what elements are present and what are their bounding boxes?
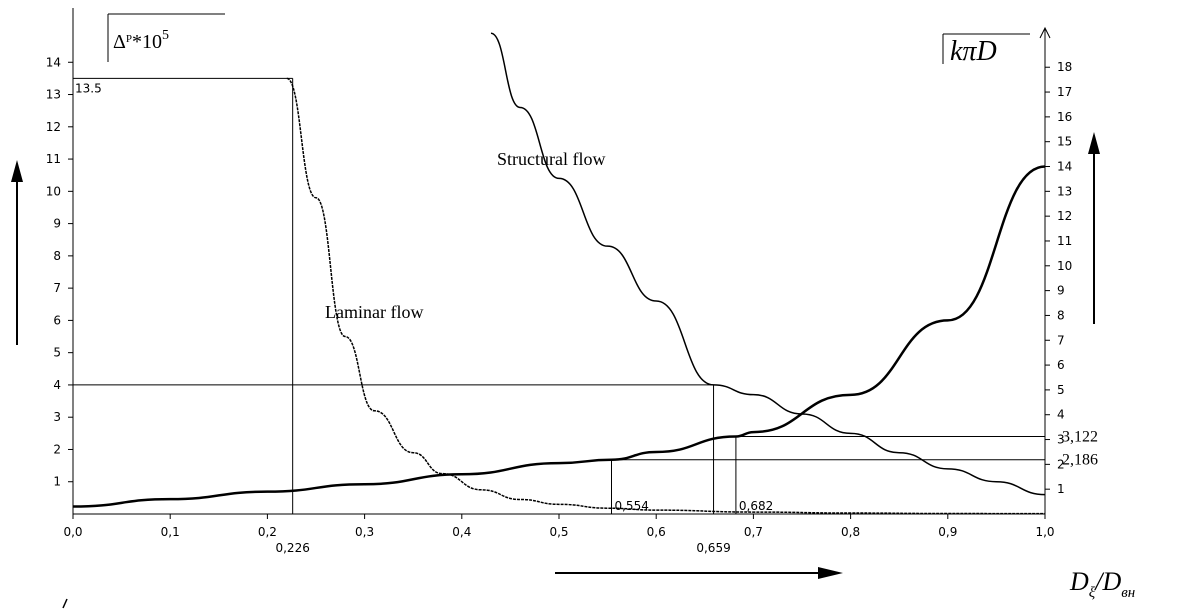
y-right-tick-label: 8 — [1057, 308, 1065, 322]
y-left-tick-label: 7 — [53, 281, 61, 295]
y-left-tick-label: 11 — [46, 152, 61, 166]
annotation-13-5: 13.5 — [75, 81, 102, 95]
y-left-tick-label: 12 — [46, 120, 61, 134]
y-left-tick-label: 6 — [53, 313, 61, 327]
y-left-tick-label: 8 — [53, 249, 61, 263]
laminar-flow-label: Laminar flow — [325, 302, 423, 322]
x-tick-label: 0,4 — [452, 525, 471, 539]
x-tick-label: 0,3 — [355, 525, 374, 539]
right-up-arrow-head — [1088, 132, 1100, 154]
y-right-tick-label: 12 — [1057, 209, 1072, 223]
y-right-tick-label: 17 — [1057, 85, 1072, 99]
curves — [72, 32, 1046, 515]
x-tick-label: 0,0 — [63, 525, 82, 539]
x-tick-label: 0,1 — [161, 525, 180, 539]
y-right-tick-label: 15 — [1057, 135, 1072, 149]
y-right-tick-label: 18 — [1057, 60, 1072, 74]
bottom-right-arrow-head — [818, 567, 843, 579]
y-right-tick-label: 4 — [1057, 408, 1065, 422]
y-left-tick-label: 14 — [46, 55, 61, 69]
xlabel: Dξ/Dвн — [1069, 567, 1135, 601]
x-tick-label: 0,6 — [647, 525, 666, 539]
y-right-tick-label: 10 — [1057, 259, 1072, 273]
x-tick-label: 0,5 — [549, 525, 568, 539]
y-right-tick-label: 14 — [1057, 160, 1072, 174]
tick-labels: 0,0 0,1 0,2 0,3 0,4 0,5 0,6 0,7 0,8 0,9 1,01234567… — [46, 55, 1073, 539]
annotation-0-554: 0,554 — [614, 499, 648, 513]
y-left-tick-label: 9 — [53, 217, 61, 231]
x-tick-label: 1,0 — [1035, 525, 1054, 539]
y-right-tick-label: 11 — [1057, 234, 1072, 248]
y-left-tick-label: 10 — [46, 184, 61, 198]
ylabel-right: kπD — [950, 36, 997, 67]
y-right-tick-label: 16 — [1057, 110, 1072, 124]
y-right-tick-label: 13 — [1057, 184, 1072, 198]
x-tick-label: 0,7 — [744, 525, 763, 539]
y-left-tick-label: 5 — [53, 346, 61, 360]
y-left-tick-label: 1 — [53, 475, 61, 489]
structural-flow-curve — [490, 32, 1046, 496]
left-up-arrow-head — [11, 160, 23, 182]
y-left-tick-label: 13 — [46, 88, 61, 102]
y-axis-right-arrowhead — [1039, 26, 1051, 39]
ylabel-left: ΔP*105 — [113, 28, 169, 53]
annotation-0-682: 0,682 — [739, 499, 773, 513]
y-right-tick-label: 9 — [1057, 284, 1065, 298]
annotation-0-226: 0,226 — [275, 541, 309, 555]
laminar-flow-curve — [286, 77, 1046, 515]
annotation-2-186: 2,186 — [1062, 452, 1098, 469]
structural-flow-label: Structural flow — [497, 149, 605, 169]
x-tick-label: 0,9 — [938, 525, 957, 539]
axes — [72, 8, 1051, 515]
x-tick-label: 0,2 — [258, 525, 277, 539]
guide-lines — [73, 77, 1045, 514]
annotation-3-122: 3,122 — [1062, 429, 1098, 446]
y-right-tick-label: 2 — [1057, 457, 1065, 471]
annotation-0-659: 0,659 — [696, 541, 730, 555]
y-left-tick-label: 2 — [53, 442, 61, 456]
y-left-tick-label: 3 — [53, 410, 61, 424]
stray-mark — [62, 598, 68, 609]
x-tick-label: 0,8 — [841, 525, 860, 539]
y-right-tick-label: 7 — [1057, 333, 1065, 347]
y-right-tick-label: 3 — [1057, 433, 1065, 447]
y-right-tick-label: 6 — [1057, 358, 1065, 372]
y-left-tick-label: 4 — [53, 378, 61, 392]
y-right-tick-label: 1 — [1057, 482, 1065, 496]
labels: 13.50,2260,5540,6590,6823,1222,186Lamina… — [11, 13, 1135, 609]
y-right-tick-label: 5 — [1057, 383, 1065, 397]
kpd-curve — [72, 165, 1046, 508]
